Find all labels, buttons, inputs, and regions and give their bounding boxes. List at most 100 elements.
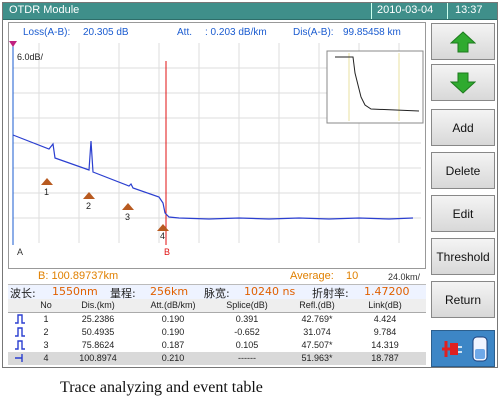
cell-att: 0.210 [161, 353, 185, 363]
range-label: 量程: [110, 287, 136, 300]
event-label-1: 1 [44, 187, 49, 197]
x-scale-label: 24.0km/ [388, 272, 421, 282]
col-header: Refl.(dB) [299, 300, 335, 310]
cell-splice: ------ [238, 353, 256, 363]
time-display: 13:37 [455, 4, 483, 16]
end-event-icon [15, 354, 23, 362]
cell-att: 0.187 [161, 340, 185, 350]
range-value: 256km [150, 285, 189, 298]
loss-label: Loss(A-B): [23, 27, 71, 38]
delete-button[interactable]: Delete [431, 152, 495, 189]
event-marker-1 [41, 178, 53, 185]
cell-splice: -0.652 [234, 327, 260, 337]
cell-refl: 42.769* [301, 314, 333, 324]
cursor-info-bar: B: 100.89737km Average: 10 24.0km/ [8, 270, 426, 284]
edit-button[interactable]: Edit [431, 195, 495, 232]
cursor-up-button[interactable] [431, 23, 495, 60]
cell-att: 0.190 [161, 327, 185, 337]
battery-icon [472, 336, 488, 362]
col-header: Splice(dB) [226, 300, 268, 310]
action-sidebar: Add Delete Edit Threshold Return [431, 23, 497, 367]
event-marker-2 [83, 192, 95, 199]
title-divider [371, 3, 372, 19]
reflective-event-icon [15, 327, 25, 337]
add-button[interactable]: Add [431, 109, 495, 146]
dis-label: Dis(A-B): [293, 27, 334, 38]
reflective-event-icon [15, 340, 25, 350]
cell-no: 4 [43, 353, 49, 363]
dis-value: 99.85458 km [343, 27, 401, 38]
cell-splice: 0.391 [235, 314, 259, 324]
loss-value: 20.305 dB [83, 27, 129, 38]
otdr-screen: OTDR Module 2010-03-04 13:37 Loss(A-B): … [2, 2, 498, 368]
figure-caption: Trace analyzing and event table [60, 379, 263, 396]
event-markers [41, 178, 169, 231]
table-row[interactable]: 1 25.2386 0.190 0.391 42.769* 4.424 [8, 313, 426, 326]
cell-link: 9.784 [373, 327, 397, 337]
title-divider [447, 3, 448, 19]
reflective-event-icon [15, 314, 25, 324]
cell-link: 14.319 [371, 340, 399, 350]
down-arrow-icon [450, 72, 476, 94]
cell-no: 3 [43, 340, 49, 350]
zoom-trace [335, 56, 420, 112]
cell-refl: 51.963* [301, 353, 333, 363]
event-marker-3 [122, 203, 134, 210]
power-plug-icon [442, 341, 462, 357]
event-label-4: 4 [160, 231, 165, 241]
marker-b-label: B [164, 247, 171, 257]
col-header: No [40, 300, 52, 310]
marker-a-arrow [9, 41, 17, 47]
cell-splice: 0.105 [235, 340, 259, 350]
trace-plot: 1 2 3 4 [9, 41, 424, 245]
y-scale-label: 6.0dB/ [17, 52, 44, 62]
event-label-2: 2 [86, 201, 91, 211]
cursor-down-button[interactable] [431, 64, 495, 101]
att-label: Att. [177, 27, 193, 38]
ior-value: 1.47200 [364, 285, 410, 298]
col-header: Link(dB) [368, 300, 402, 310]
b-position: B: 100.89737km [38, 270, 119, 282]
zoom-preview [326, 50, 424, 124]
cell-dis: 50.4935 [81, 327, 115, 337]
cell-dis: 25.2386 [81, 314, 115, 324]
trace-graph[interactable]: Loss(A-B): 20.305 dB Att. : 0.203 dB/km … [8, 22, 426, 269]
main-panel: Loss(A-B): 20.305 dB Att. : 0.203 dB/km … [4, 20, 428, 367]
col-header: Att.(dB/km) [150, 300, 196, 310]
wavelength-value: 1550nm [52, 285, 98, 298]
threshold-button[interactable]: Threshold [431, 238, 495, 275]
cell-no: 1 [43, 314, 49, 324]
power-status-box [431, 330, 495, 367]
window-title: OTDR Module [9, 4, 80, 16]
title-bar: OTDR Module 2010-03-04 13:37 [3, 3, 497, 20]
cell-link: 4.424 [373, 314, 397, 324]
cell-dis: 100.8974 [79, 353, 117, 363]
cell-refl: 47.507* [301, 340, 333, 350]
cell-att: 0.190 [161, 314, 185, 324]
parameter-bar: 波长: 1550nm 量程: 256km 脉宽: 10240 ns 折射率: 1… [8, 284, 426, 300]
return-button[interactable]: Return [431, 281, 495, 318]
col-header: Dis.(km) [81, 300, 115, 310]
event-table: No Dis.(km) Att.(dB/km) Splice(dB) Refl.… [8, 299, 426, 365]
wavelength-label: 波长: [10, 287, 36, 300]
table-row[interactable]: 3 75.8624 0.187 0.105 47.507* 14.319 [8, 339, 426, 352]
table-row[interactable]: 2 50.4935 0.190 -0.652 31.074 9.784 [8, 326, 426, 339]
pulse-label: 脉宽: [204, 287, 230, 300]
ior-label: 折射率: [312, 287, 349, 300]
date-display: 2010-03-04 [377, 4, 434, 16]
average-value: 10 [346, 270, 359, 282]
table-header: No Dis.(km) Att.(dB/km) Splice(dB) Refl.… [8, 299, 426, 313]
cell-link: 18.787 [371, 353, 399, 363]
cell-no: 2 [43, 327, 49, 337]
average-label: Average: [290, 270, 334, 282]
up-arrow-icon [450, 30, 476, 52]
table-row-selected[interactable]: 4 100.8974 0.210 ------ 51.963* 18.787 [8, 352, 426, 365]
pulse-value: 10240 ns [244, 285, 296, 298]
cell-dis: 75.8624 [81, 340, 115, 350]
event-label-3: 3 [125, 212, 130, 222]
marker-a-label: A [17, 247, 24, 257]
trace-line [12, 134, 414, 220]
att-value: : 0.203 dB/km [205, 27, 267, 38]
cell-refl: 31.074 [303, 327, 331, 337]
event-marker-4 [157, 224, 169, 231]
